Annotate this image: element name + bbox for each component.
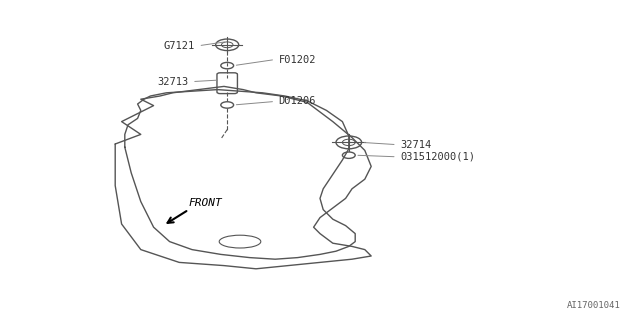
Text: AI17001041: AI17001041 bbox=[567, 301, 621, 310]
Text: D01206: D01206 bbox=[278, 96, 316, 107]
Text: FRONT: FRONT bbox=[189, 198, 223, 208]
Text: G7121: G7121 bbox=[164, 41, 195, 51]
Text: 32713: 32713 bbox=[157, 76, 189, 87]
Text: 031512000(1): 031512000(1) bbox=[400, 152, 475, 162]
Text: 32714: 32714 bbox=[400, 140, 431, 150]
Text: F01202: F01202 bbox=[278, 54, 316, 65]
